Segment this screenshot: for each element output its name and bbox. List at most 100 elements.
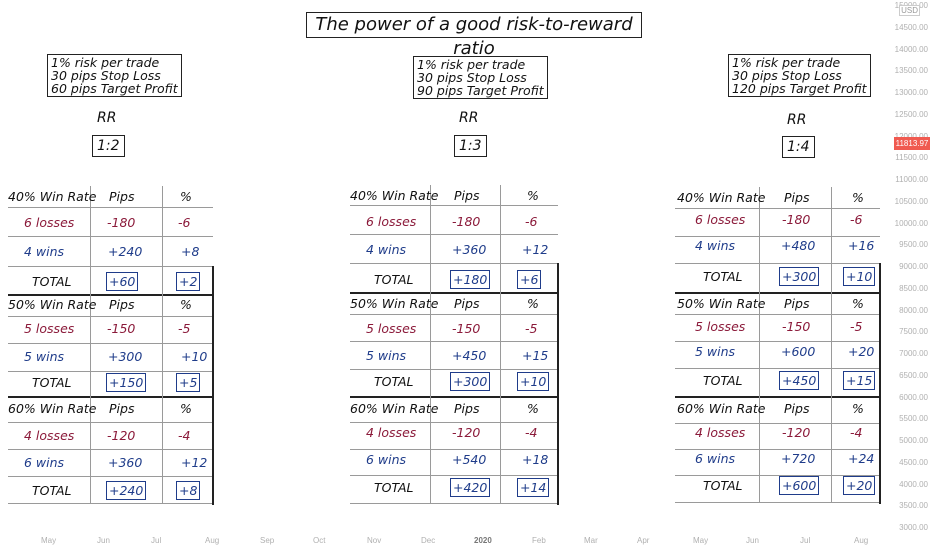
losses-percent: -6 — [178, 215, 191, 230]
info-line: 60 pips Target Profit — [51, 81, 178, 96]
win-rate-header: 40% Win Rate — [350, 188, 439, 203]
table-divider — [8, 266, 213, 267]
wins-percent: +16 — [848, 238, 875, 253]
wins-pips: +360 — [452, 242, 487, 257]
info-line: 30 pips Stop Loss — [51, 68, 161, 83]
price-tick: 7000.00 — [899, 349, 928, 358]
wins-percent: +18 — [522, 452, 549, 467]
price-tick: 11500.00 — [895, 153, 928, 163]
percent-header: % — [852, 296, 864, 311]
info-line: 1% risk per trade — [51, 55, 160, 70]
table-edge — [557, 263, 559, 505]
total-percent: +8 — [176, 481, 201, 500]
win-rate-header: 50% Win Rate — [8, 297, 97, 312]
info-box: 1% risk per trade 30 pips Stop Loss 90 pip… — [413, 56, 548, 99]
table-divider — [350, 263, 558, 264]
total-label: TOTAL — [703, 478, 743, 493]
table-col-divider — [500, 185, 501, 503]
total-percent: +20 — [843, 476, 876, 495]
table-divider — [8, 294, 213, 296]
price-tick: 12500.00 — [894, 109, 928, 119]
table-divider — [350, 341, 558, 342]
total-pips: +150 — [106, 373, 147, 392]
pips-header: Pips — [784, 190, 810, 205]
losses-pips: -150 — [452, 321, 481, 336]
pips-header: Pips — [454, 296, 480, 311]
rr-label: RR — [787, 112, 807, 128]
losses-label: 5 losses — [695, 319, 746, 334]
total-label: TOTAL — [374, 374, 414, 389]
table-divider — [350, 369, 558, 370]
time-tick: May — [693, 536, 709, 545]
wins-label: 6 wins — [24, 455, 65, 470]
table-divider — [675, 292, 880, 294]
wins-label: 6 wins — [366, 452, 407, 467]
rr-value: 1:3 — [454, 135, 487, 157]
rr-label: RR — [97, 110, 117, 126]
price-tick: 12000.00 — [894, 131, 928, 141]
table-divider — [350, 475, 558, 476]
time-tick: Jun — [746, 536, 759, 545]
wins-label: 5 wins — [366, 348, 407, 363]
table-divider — [8, 476, 213, 477]
time-tick: Oct — [313, 536, 326, 545]
table-col-divider — [90, 186, 91, 503]
table-divider — [8, 207, 213, 208]
info-box: 1% risk per trade 30 pips Stop Loss 60 pip… — [47, 54, 182, 97]
currency-label[interactable]: USD — [899, 5, 920, 16]
table-divider — [8, 449, 213, 450]
table-divider — [675, 263, 880, 264]
price-tick: 11000.00 — [895, 175, 928, 184]
wins-pips: +600 — [781, 344, 816, 359]
price-tick: 6500.00 — [899, 370, 928, 380]
table-divider — [675, 475, 880, 476]
table-divider — [8, 236, 213, 237]
wins-pips: +360 — [108, 455, 143, 470]
wins-percent: +20 — [848, 344, 875, 359]
losses-percent: -5 — [178, 321, 191, 336]
price-tick: 3500.00 — [899, 501, 928, 511]
percent-header: % — [852, 401, 864, 416]
rr-value: 1:4 — [782, 136, 815, 158]
pips-header: Pips — [109, 297, 135, 312]
wins-percent: +12 — [181, 455, 208, 470]
total-pips: +300 — [779, 267, 820, 286]
losses-pips: -150 — [107, 321, 136, 336]
chart-title: The power of a good risk-to-reward ratio — [306, 12, 642, 59]
table-divider — [8, 422, 213, 423]
win-rate-header: 60% Win Rate — [350, 401, 439, 416]
time-tick: Apr — [637, 536, 650, 545]
table-divider — [350, 449, 558, 450]
pips-header: Pips — [784, 401, 810, 416]
wins-label: 4 wins — [24, 244, 65, 259]
losses-pips: -180 — [782, 212, 811, 227]
table-divider — [350, 422, 558, 423]
losses-label: 4 losses — [695, 425, 746, 440]
losses-percent: -4 — [178, 428, 191, 443]
total-percent: +15 — [843, 371, 876, 390]
percent-header: % — [180, 401, 192, 416]
info-line: 1% risk per trade — [417, 57, 526, 72]
time-tick: May — [41, 536, 57, 545]
losses-percent: -4 — [850, 425, 863, 440]
info-line: 1% risk per trade — [732, 55, 841, 70]
total-label: TOTAL — [32, 375, 72, 390]
total-percent: +10 — [517, 372, 550, 391]
rr-value: 1:2 — [92, 135, 125, 157]
total-label: TOTAL — [703, 269, 743, 284]
pips-header: Pips — [784, 296, 810, 311]
table-edge — [879, 263, 881, 504]
total-pips: +450 — [779, 371, 820, 390]
total-percent: +14 — [517, 478, 550, 497]
win-rate-header: 60% Win Rate — [8, 401, 97, 416]
table-divider — [675, 314, 880, 315]
wins-percent: +8 — [181, 244, 200, 259]
price-tick: 4500.00 — [899, 457, 928, 467]
wins-label: 5 wins — [695, 344, 736, 359]
table-divider — [675, 423, 880, 424]
price-axis[interactable]: 15000.0014500.0014000.0013500.0013000.00… — [894, 0, 932, 550]
table-divider — [675, 502, 880, 503]
losses-percent: -6 — [850, 212, 863, 227]
wins-pips: +540 — [452, 452, 487, 467]
table-col-divider — [162, 186, 163, 503]
